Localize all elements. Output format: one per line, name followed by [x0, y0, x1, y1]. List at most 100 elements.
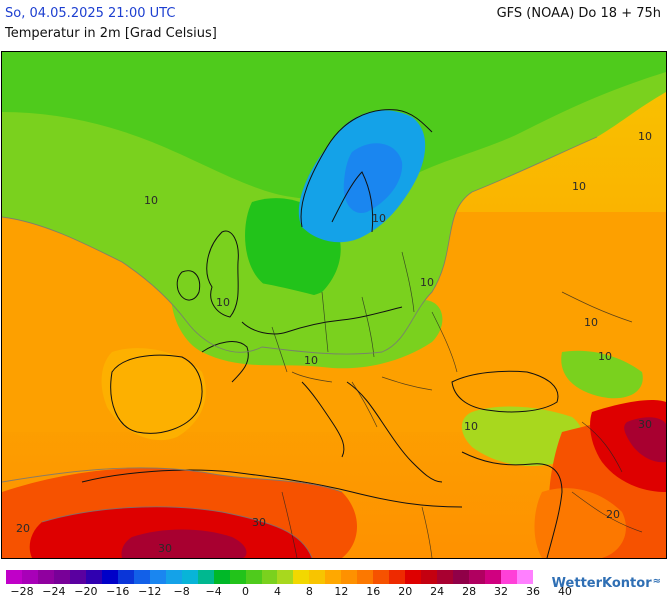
legend-swatch — [277, 570, 294, 584]
legend-swatch — [501, 570, 517, 584]
legend-tick-label: 24 — [430, 585, 445, 598]
coastline-western-europe — [241, 306, 403, 335]
isotherm-label-10-alps: 10 — [304, 354, 318, 367]
scandinavia-cold-core — [343, 143, 403, 213]
legend-tick-label: −24 — [42, 585, 66, 598]
brand-name: WetterKontor — [551, 576, 652, 591]
isotherm-label-10-ukraine: 10 — [420, 276, 434, 289]
border-alps — [291, 371, 333, 383]
iraq-extreme — [624, 417, 666, 463]
legend-swatch — [389, 570, 406, 584]
coastline-turkey-levant — [461, 451, 563, 558]
border-libya-egypt — [421, 506, 433, 558]
isotherm-label-30-sahara-mid: 30 — [252, 516, 266, 529]
legend-swatch — [229, 570, 246, 584]
legend-swatch — [6, 570, 22, 584]
border-balkans — [351, 381, 378, 428]
legend-swatch — [21, 570, 38, 584]
legend-swatch — [453, 570, 470, 584]
legend-swatch — [213, 570, 230, 584]
coastline-ireland — [176, 270, 201, 301]
legend-swatch — [469, 570, 486, 584]
legend-swatch — [101, 570, 118, 584]
legend-tick-label: −16 — [106, 585, 130, 598]
isotherm-lines — [2, 136, 598, 558]
color-scale-ticks: −28 −24 −20 −16 −12 −8 −4 0 4 8 12 16 20 24 28 32 36 40 — [0, 585, 572, 599]
coastline-iberia — [110, 354, 203, 434]
isotherm-label-30-iraq: 30 — [638, 418, 652, 431]
isotherm-label-10-scandinavia: 10 — [372, 212, 386, 225]
border-belarus-russia — [401, 251, 415, 313]
border-romania-bulgaria — [381, 376, 433, 391]
isotherm-label-10-russia-mid: 10 — [572, 180, 586, 193]
legend-tick-label: 12 — [334, 585, 349, 598]
country-borders — [271, 251, 643, 558]
border-algeria-libya — [281, 491, 298, 558]
legend-tick-label: 4 — [273, 585, 281, 598]
legend-swatch — [165, 570, 182, 584]
legend-swatch — [53, 570, 70, 584]
legend-swatch — [517, 570, 533, 584]
legend-swatch — [261, 570, 278, 584]
color-scale-legend — [6, 570, 533, 584]
wave-icon: ≈ — [652, 576, 661, 587]
border-germany-poland — [321, 291, 329, 353]
border-saudi-arabia — [571, 491, 643, 533]
legend-tick-label: 8 — [305, 585, 313, 598]
isotherm-30-line — [41, 506, 313, 558]
coastline-bay-biscay — [201, 341, 249, 383]
wetterkontor-logo: WetterKontor≈ — [552, 576, 661, 591]
temperature-map: 10 10 10 10 10 10 10 10 10 10 20 20 30 3… — [1, 51, 667, 559]
legend-tick-label: −4 — [205, 585, 222, 598]
coastline-sweden-finland — [331, 171, 374, 233]
isotherm-label-10-turkey: 10 — [464, 420, 478, 433]
sahara-extreme — [121, 529, 247, 558]
legend-tick-label: 20 — [398, 585, 413, 598]
legend-tick-label: 0 — [242, 585, 250, 598]
middle-east-mid — [534, 488, 626, 558]
legend-swatch — [69, 570, 86, 584]
legend-tick-label: −20 — [74, 585, 98, 598]
coastline-black-sea — [451, 370, 559, 413]
legend-swatch — [357, 570, 374, 584]
legend-swatch — [341, 570, 358, 584]
isotherm-label-20-west-africa: 20 — [16, 522, 30, 535]
isotherm-label-10-caucasus: 10 — [598, 350, 612, 363]
model-run-label: GFS (NOAA) Do 18 + 75h — [496, 6, 661, 21]
isotherm-label-30-sahara-west: 30 — [158, 542, 172, 555]
legend-swatch — [437, 570, 454, 584]
legend-swatch — [197, 570, 214, 584]
legend-swatch — [405, 570, 422, 584]
border-turkey-iran — [581, 421, 623, 473]
legend-tick-label: −12 — [138, 585, 162, 598]
border-kazakhstan — [561, 291, 633, 323]
caucasus-cool — [561, 350, 643, 399]
legend-tick-label: 28 — [462, 585, 477, 598]
isotherm-10-line — [2, 136, 598, 355]
legend-swatch — [85, 570, 102, 584]
isotherm-label-10-black-sea: 10 — [584, 316, 598, 329]
isotherm-label-10-france: 10 — [216, 296, 230, 309]
coastline-norway — [300, 109, 433, 228]
border-poland-ukraine — [361, 296, 375, 358]
parameter-title: Temperatur in 2m [Grad Celsius] — [5, 26, 217, 41]
iberia-warm — [101, 348, 206, 441]
legend-tick-label: 40 — [557, 585, 572, 598]
isotherm-label-10-atlantic: 10 — [144, 194, 158, 207]
legend-swatch — [293, 570, 310, 584]
legend-tick-label: 16 — [366, 585, 381, 598]
coastline-italy — [301, 381, 345, 458]
border-ukraine-russia — [431, 311, 458, 373]
anatolia-cool — [461, 406, 583, 467]
legend-swatch — [325, 570, 342, 584]
coastline-great-britain — [206, 230, 239, 318]
central-europe-cool — [171, 277, 443, 369]
arctic-cool-region — [2, 52, 666, 200]
legend-swatch — [181, 570, 198, 584]
legend-swatch — [133, 570, 150, 584]
legend-swatch — [373, 570, 390, 584]
legend-swatch — [149, 570, 166, 584]
legend-swatch — [485, 570, 502, 584]
legend-swatch — [245, 570, 262, 584]
legend-tick-label: −28 — [10, 585, 34, 598]
